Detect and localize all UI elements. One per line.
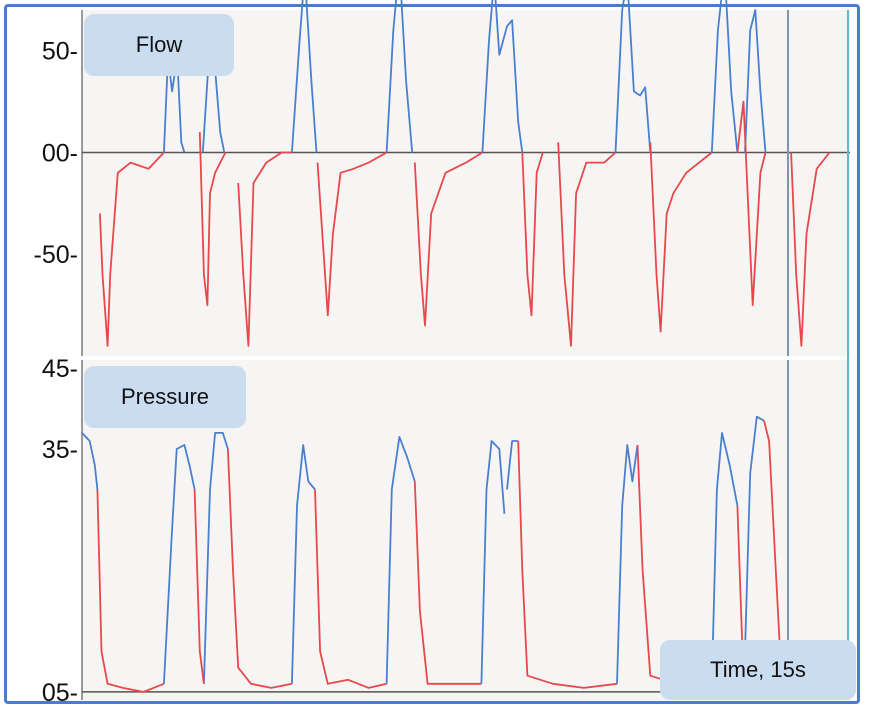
- pressure-expiration-trace: [96, 489, 165, 693]
- flow-label: Flow: [84, 14, 234, 76]
- flow-tick-label: 50-: [42, 38, 78, 66]
- flow-inspiration-trace: [710, 0, 739, 153]
- pressure-expiration-trace: [193, 489, 205, 684]
- flow-inspiration-trace: [614, 0, 652, 153]
- pressure-inspiration-trace: [81, 432, 99, 490]
- pressure-tick-label: 05-: [42, 679, 78, 707]
- pressure-inspiration-trace: [163, 444, 196, 684]
- pressure-expiration-trace: [517, 440, 618, 689]
- pressure-inspiration-trace: [744, 415, 765, 652]
- flow-inspiration-trace: [385, 0, 414, 153]
- flow-expiration-trace: [99, 151, 165, 347]
- flow-expiration-trace: [649, 142, 713, 333]
- pressure-expiration-trace: [413, 481, 482, 685]
- pressure-inspiration-trace: [616, 444, 639, 684]
- pressure-tick-label: 45-: [42, 355, 78, 383]
- flow-expiration-trace: [736, 100, 767, 306]
- flow-expiration-trace: [521, 152, 544, 317]
- flow-tick-label: 00-: [42, 139, 78, 167]
- flow-expiration-trace: [316, 151, 388, 317]
- flow-expiration-trace: [413, 151, 483, 327]
- pressure-label: Pressure: [84, 366, 246, 428]
- pressure-inspiration-trace: [291, 444, 316, 684]
- flow-expiration-trace: [557, 142, 617, 347]
- pressure-expiration-trace: [314, 489, 387, 689]
- pressure-tick-label: 35-: [42, 436, 78, 464]
- flow-inspiration-trace: [291, 0, 318, 153]
- pressure-inspiration-trace: [203, 432, 229, 684]
- pressure-inspiration-trace: [710, 432, 739, 684]
- pressure-inspiration-trace: [480, 440, 506, 684]
- pressure-inspiration-trace: [385, 436, 416, 684]
- pressure-inspiration-trace: [506, 440, 519, 490]
- flow-expiration-trace: [790, 151, 831, 347]
- time-label: Time, 15s: [660, 640, 856, 700]
- flow-expiration-trace: [237, 151, 292, 347]
- flow-expiration-trace: [198, 132, 227, 306]
- flow-inspiration-trace: [744, 9, 767, 153]
- flow-inspiration-trace: [481, 0, 524, 153]
- pressure-expiration-trace: [227, 448, 293, 689]
- flow-tick-label: -50-: [34, 241, 78, 269]
